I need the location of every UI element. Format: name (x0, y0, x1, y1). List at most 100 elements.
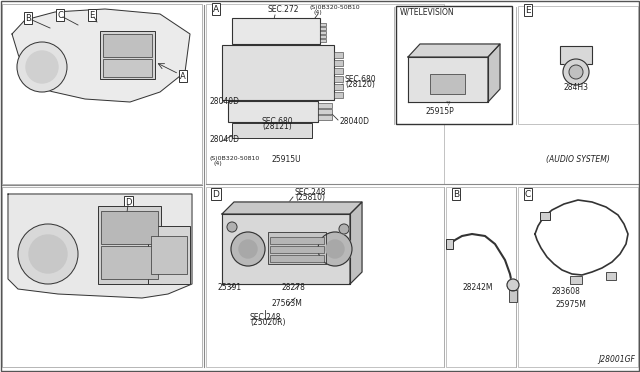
Polygon shape (8, 194, 192, 298)
Polygon shape (222, 202, 362, 214)
Bar (270, 255, 324, 262)
Bar (334, 52, 343, 58)
Text: 25975M: 25975M (556, 300, 587, 309)
Bar (446, 239, 453, 249)
Circle shape (29, 235, 67, 273)
Bar (2, 187, 202, 367)
Bar (606, 272, 616, 280)
Bar (270, 237, 324, 244)
Bar (100, 31, 155, 79)
Bar (222, 45, 334, 100)
Text: E: E (525, 6, 531, 15)
Text: 25915P: 25915P (426, 107, 454, 116)
Bar (270, 246, 324, 253)
Text: (AUDIO SYSTEM): (AUDIO SYSTEM) (546, 155, 610, 164)
Polygon shape (488, 44, 500, 102)
Circle shape (18, 224, 78, 284)
Polygon shape (408, 44, 500, 57)
Text: 28040D: 28040D (210, 97, 240, 106)
Text: D: D (125, 198, 131, 206)
Text: 284H3: 284H3 (563, 83, 589, 92)
Bar (334, 92, 343, 98)
Polygon shape (222, 214, 350, 284)
Text: (28120): (28120) (345, 80, 375, 89)
Bar (320, 39, 326, 42)
Bar (151, 236, 187, 274)
Text: C: C (57, 10, 63, 19)
Polygon shape (12, 9, 190, 102)
Polygon shape (350, 202, 362, 284)
Text: (4): (4) (314, 10, 323, 15)
Text: A: A (213, 4, 219, 13)
Bar (232, 18, 320, 44)
Circle shape (339, 224, 349, 234)
Text: 27563M: 27563M (272, 299, 303, 308)
Text: (S)0B320-50810: (S)0B320-50810 (210, 156, 260, 161)
Bar (540, 212, 550, 220)
Bar (509, 290, 517, 302)
Bar (206, 4, 444, 184)
Bar (101, 246, 158, 279)
Bar (98, 206, 161, 284)
Bar (560, 46, 592, 64)
Polygon shape (408, 57, 488, 102)
Text: C: C (525, 189, 531, 199)
Text: SEC.272: SEC.272 (268, 5, 300, 14)
Text: 25391: 25391 (218, 283, 242, 292)
Bar (228, 101, 318, 122)
Text: (28121): (28121) (262, 122, 292, 131)
Text: (4): (4) (214, 161, 223, 166)
Text: SEC.248: SEC.248 (295, 188, 326, 197)
Text: */: */ (445, 100, 451, 105)
Text: A: A (180, 71, 186, 80)
Circle shape (239, 240, 257, 258)
Text: 28040D: 28040D (210, 135, 240, 144)
Bar (396, 6, 512, 124)
Circle shape (17, 42, 67, 92)
Bar (318, 103, 332, 108)
Bar (148, 226, 190, 284)
Bar (206, 187, 444, 367)
Text: 283608: 283608 (552, 287, 581, 296)
Bar (570, 276, 582, 284)
Text: 28242M: 28242M (463, 283, 493, 292)
Bar (518, 187, 638, 367)
Text: SEC.248: SEC.248 (250, 313, 282, 322)
Circle shape (563, 59, 589, 85)
Text: D: D (212, 189, 220, 199)
Text: 28040D: 28040D (340, 117, 370, 126)
Text: (S)0B320-50B10: (S)0B320-50B10 (310, 5, 360, 10)
Bar (103, 59, 152, 77)
Text: SEC.680: SEC.680 (345, 75, 376, 84)
Bar (320, 23, 326, 26)
Bar (320, 27, 326, 30)
Text: E: E (90, 10, 95, 19)
Text: 25915U: 25915U (272, 155, 301, 164)
Bar (334, 76, 343, 82)
Text: B: B (453, 189, 459, 199)
Text: SEC.680: SEC.680 (262, 117, 294, 126)
Circle shape (569, 65, 583, 79)
Bar (334, 84, 343, 90)
Circle shape (231, 232, 265, 266)
Bar (446, 187, 516, 367)
Bar (2, 4, 202, 184)
Circle shape (227, 222, 237, 232)
Circle shape (26, 51, 58, 83)
Bar (101, 211, 158, 244)
Text: B: B (25, 13, 31, 22)
Bar (318, 115, 332, 120)
Circle shape (326, 240, 344, 258)
Bar (232, 123, 312, 138)
Bar (518, 6, 638, 124)
Text: W/TELEVISION: W/TELEVISION (400, 7, 454, 16)
Text: 28278: 28278 (282, 283, 306, 292)
Circle shape (507, 279, 519, 291)
Bar (334, 60, 343, 66)
Bar (430, 74, 465, 94)
Bar (103, 34, 152, 57)
Circle shape (318, 232, 352, 266)
Bar (268, 232, 326, 264)
Text: J28001GF: J28001GF (598, 355, 635, 364)
Bar (318, 109, 332, 114)
